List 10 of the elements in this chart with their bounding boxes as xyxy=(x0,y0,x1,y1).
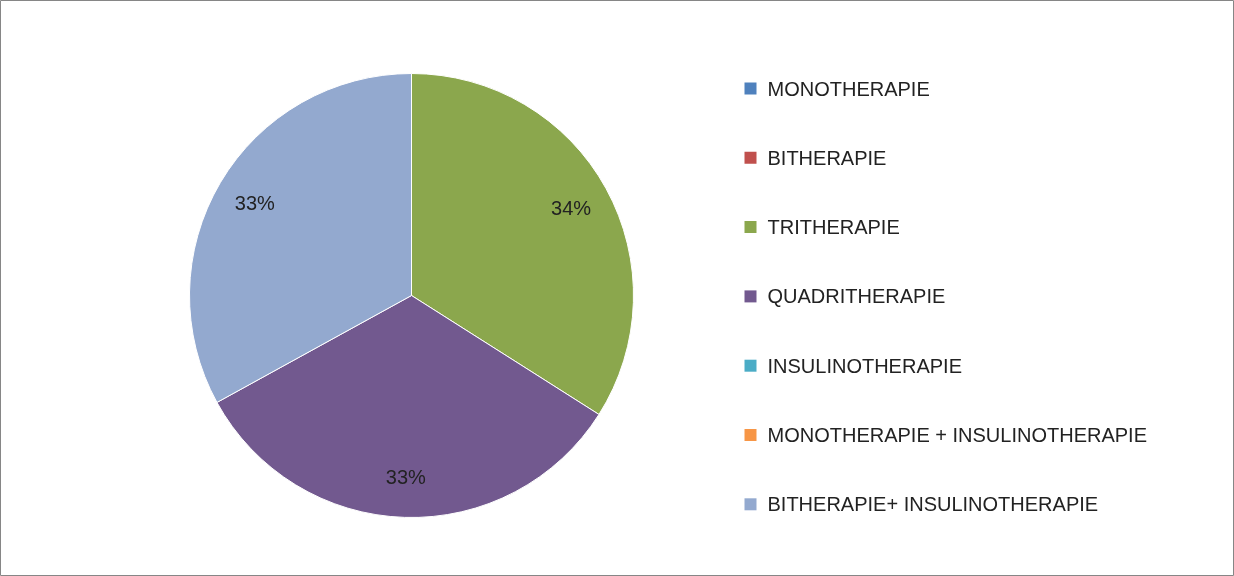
data-label: 33% xyxy=(385,466,427,489)
legend-label: MONOTHERAPIE xyxy=(767,77,930,100)
legend-label: QUADRITHERAPIE xyxy=(767,285,946,308)
legend-label: BITHERAPIE+ INSULINOTHERAPIE xyxy=(767,493,1099,516)
legend-label: BITHERAPIE xyxy=(767,146,887,169)
legend-label: INSULINOTHERAPIE xyxy=(767,354,962,377)
data-label: 34% xyxy=(551,196,592,219)
legend-label: MONOTHERAPIE + INSULINOTHERAPIE xyxy=(767,424,1148,446)
data-label: 33% xyxy=(234,191,276,214)
legend-label: TRITHERAPIE xyxy=(767,216,900,239)
